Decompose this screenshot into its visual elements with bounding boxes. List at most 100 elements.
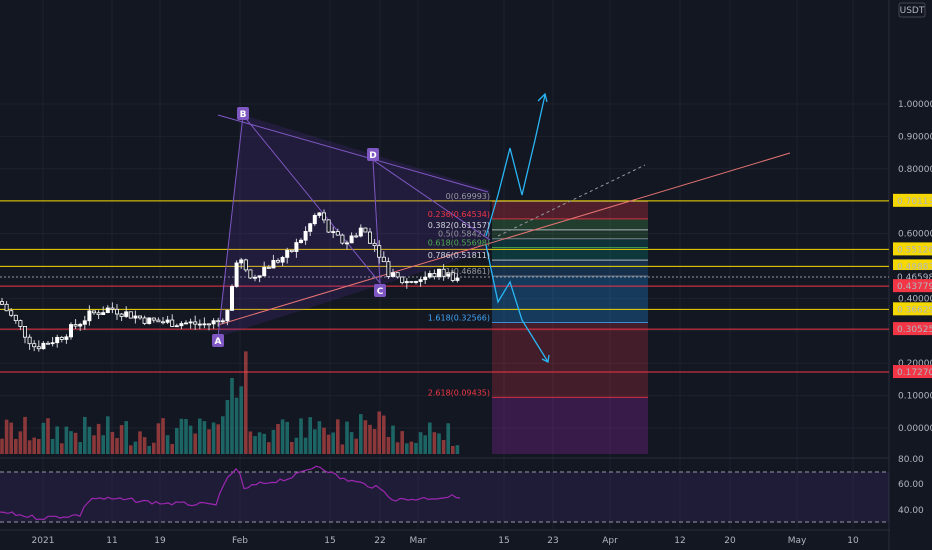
volume-bar (248, 431, 253, 454)
candle-body (220, 320, 225, 323)
time-axis[interactable]: 2021 11 19 Feb 15 22 Mar 15 23 Apr 12 20 May 10 (32, 536, 859, 546)
candle (257, 275, 262, 283)
candle-body (340, 234, 345, 244)
candle (133, 310, 138, 324)
candle-body (151, 317, 156, 321)
candle (69, 322, 74, 340)
volume-bar (331, 432, 335, 454)
price-tag: 0.36629 (893, 302, 932, 316)
candle-body (4, 303, 9, 312)
candle (367, 228, 372, 244)
volume-bar (18, 431, 23, 454)
price-tag: 0.49883 (893, 259, 932, 273)
candle-body (73, 324, 78, 327)
candle (211, 318, 216, 329)
volume-bar (207, 429, 211, 454)
candle (101, 306, 106, 315)
price-tag: 0.55126 (893, 242, 932, 256)
candle-body (400, 276, 405, 284)
candle (285, 247, 290, 264)
volume-bar (170, 443, 174, 454)
candle-body (82, 320, 87, 325)
candle-body (193, 321, 198, 325)
candle (96, 310, 101, 320)
candle (271, 254, 276, 269)
volume-bar (184, 419, 188, 454)
candle (266, 264, 271, 269)
candle-body (36, 346, 41, 350)
time-tick: 22 (374, 536, 385, 546)
candle (239, 257, 244, 269)
candle (78, 322, 83, 331)
fib-zone (492, 260, 648, 277)
fib-zone (492, 238, 648, 248)
volume-bar (451, 445, 455, 454)
rsi-tick: 40.00 (898, 506, 924, 516)
candle (0, 298, 4, 306)
pattern-point-box (237, 107, 249, 120)
volume-bar (313, 429, 317, 454)
candle-body (303, 230, 308, 241)
candle-body (115, 308, 120, 315)
volume-bar (446, 423, 450, 454)
volume-bar (60, 443, 64, 454)
candle (32, 340, 37, 352)
price-axis[interactable]: USDT1.000000.900000.800000.700000.600000… (890, 0, 932, 550)
candle (22, 326, 27, 344)
volume-bar (4, 419, 9, 454)
price-tick: 0.00000 (898, 424, 932, 434)
volume-bar (225, 399, 230, 454)
candle (446, 272, 451, 280)
price-tag-box (893, 193, 932, 207)
fib-label: 1.618(0.32566) (428, 313, 490, 322)
candle (124, 306, 129, 318)
candle-body (128, 311, 133, 319)
price-tag-text: 0.55126 (897, 245, 932, 255)
candle-body (188, 321, 193, 324)
candle (41, 341, 46, 350)
candle (354, 232, 359, 238)
candle (115, 304, 120, 320)
candle-body (59, 336, 64, 340)
candle-body (390, 272, 395, 277)
horizontal-lines (0, 200, 889, 373)
volume-bar (322, 427, 326, 454)
candle (50, 336, 55, 347)
price-tag-box (893, 322, 932, 336)
volume-bar (101, 435, 105, 454)
volume-bar (267, 442, 271, 454)
price-tag-text: 0.43779 (897, 282, 932, 292)
candle (303, 226, 308, 245)
candle (193, 315, 198, 330)
volume-bar (359, 414, 363, 454)
volume-bar (432, 432, 437, 454)
pattern-point-labels: A B C D (212, 107, 386, 347)
volume-bar (138, 431, 142, 454)
volume-bar (317, 421, 322, 454)
candle (312, 213, 317, 226)
candle-body (377, 245, 382, 258)
volume-bar (299, 418, 303, 454)
volume-bar (257, 432, 262, 454)
volume-bar (27, 440, 32, 454)
candle-body (165, 319, 170, 323)
candle (4, 301, 9, 312)
candle-body (18, 320, 23, 327)
triangle-fill (218, 115, 490, 337)
fib-zone (492, 201, 648, 219)
fib-label: 2.618(0.09435) (428, 388, 490, 397)
candle (229, 284, 234, 311)
candle-body (119, 313, 124, 317)
candle-body (436, 268, 441, 278)
harmonic-pattern (217, 113, 791, 338)
price-tick: 0.90000 (898, 132, 932, 142)
volume-bar (124, 421, 128, 454)
candle (294, 238, 299, 258)
volume-bar (294, 437, 299, 454)
volume-bar (382, 415, 386, 454)
fib-label: 0.236(0.64534) (428, 210, 490, 219)
volume-bar (41, 422, 46, 454)
fib-zone (492, 247, 648, 261)
fib-zone (492, 229, 648, 239)
